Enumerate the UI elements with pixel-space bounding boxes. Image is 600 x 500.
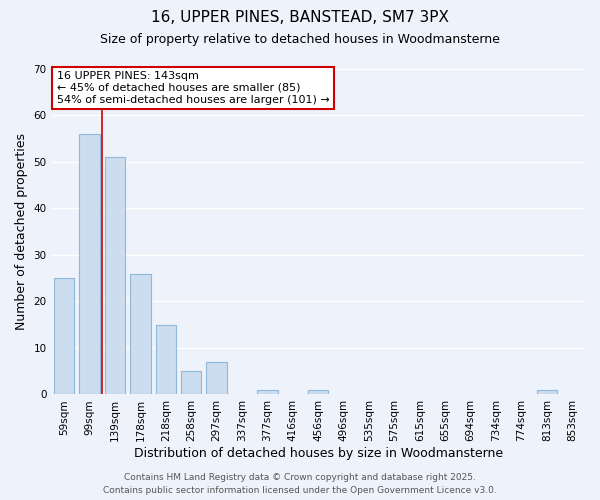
- Bar: [206, 362, 227, 394]
- Text: 16, UPPER PINES, BANSTEAD, SM7 3PX: 16, UPPER PINES, BANSTEAD, SM7 3PX: [151, 10, 449, 25]
- Y-axis label: Number of detached properties: Number of detached properties: [15, 133, 28, 330]
- Bar: [537, 390, 557, 394]
- Bar: [130, 274, 151, 394]
- Bar: [105, 158, 125, 394]
- Bar: [181, 371, 202, 394]
- Bar: [79, 134, 100, 394]
- Bar: [54, 278, 74, 394]
- Bar: [308, 390, 328, 394]
- X-axis label: Distribution of detached houses by size in Woodmansterne: Distribution of detached houses by size …: [134, 447, 503, 460]
- Bar: [257, 390, 278, 394]
- Text: Contains HM Land Registry data © Crown copyright and database right 2025.
Contai: Contains HM Land Registry data © Crown c…: [103, 474, 497, 495]
- Text: 16 UPPER PINES: 143sqm
← 45% of detached houses are smaller (85)
54% of semi-det: 16 UPPER PINES: 143sqm ← 45% of detached…: [56, 72, 329, 104]
- Bar: [155, 324, 176, 394]
- Text: Size of property relative to detached houses in Woodmansterne: Size of property relative to detached ho…: [100, 32, 500, 46]
